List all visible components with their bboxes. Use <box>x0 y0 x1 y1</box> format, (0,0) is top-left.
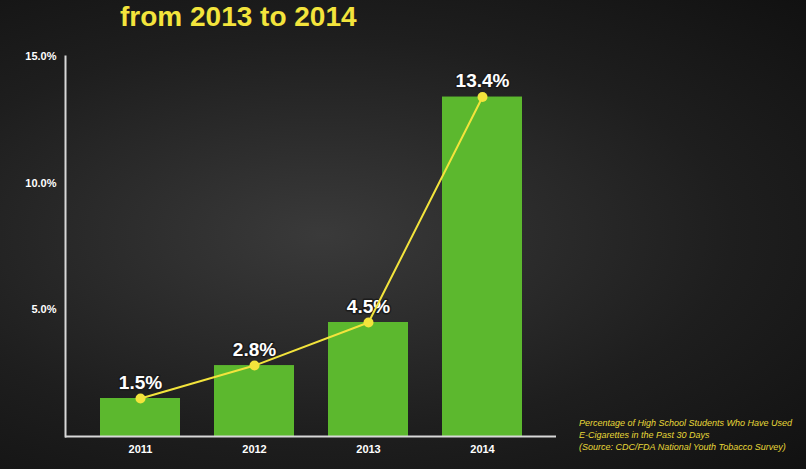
svg-text:13.4%: 13.4% <box>456 70 510 91</box>
html-text:Percentage of High School Stud: Percentage of High School Students Who H… <box>579 418 793 440</box>
svg-text:2011: 2011 <box>129 443 153 455</box>
html-text:from 2013 to 2014: from 2013 to 2014 <box>120 1 357 32</box>
svg-text:2.8%: 2.8% <box>233 339 276 360</box>
html-text:(Source: CDC/FDA National Yout: (Source: CDC/FDA National Youth Tobacco … <box>579 442 786 452</box>
svg-text:2013: 2013 <box>356 443 380 455</box>
svg-text:5.0%: 5.0% <box>31 303 56 315</box>
svg-text:4.5%: 4.5% <box>347 296 390 317</box>
svg-text:10.0%: 10.0% <box>25 177 56 189</box>
svg-text:15.0%: 15.0% <box>25 50 56 62</box>
svg-text:2014: 2014 <box>470 443 495 455</box>
svg-text:1.5%: 1.5% <box>119 372 162 393</box>
svg-text:2012: 2012 <box>242 443 266 455</box>
